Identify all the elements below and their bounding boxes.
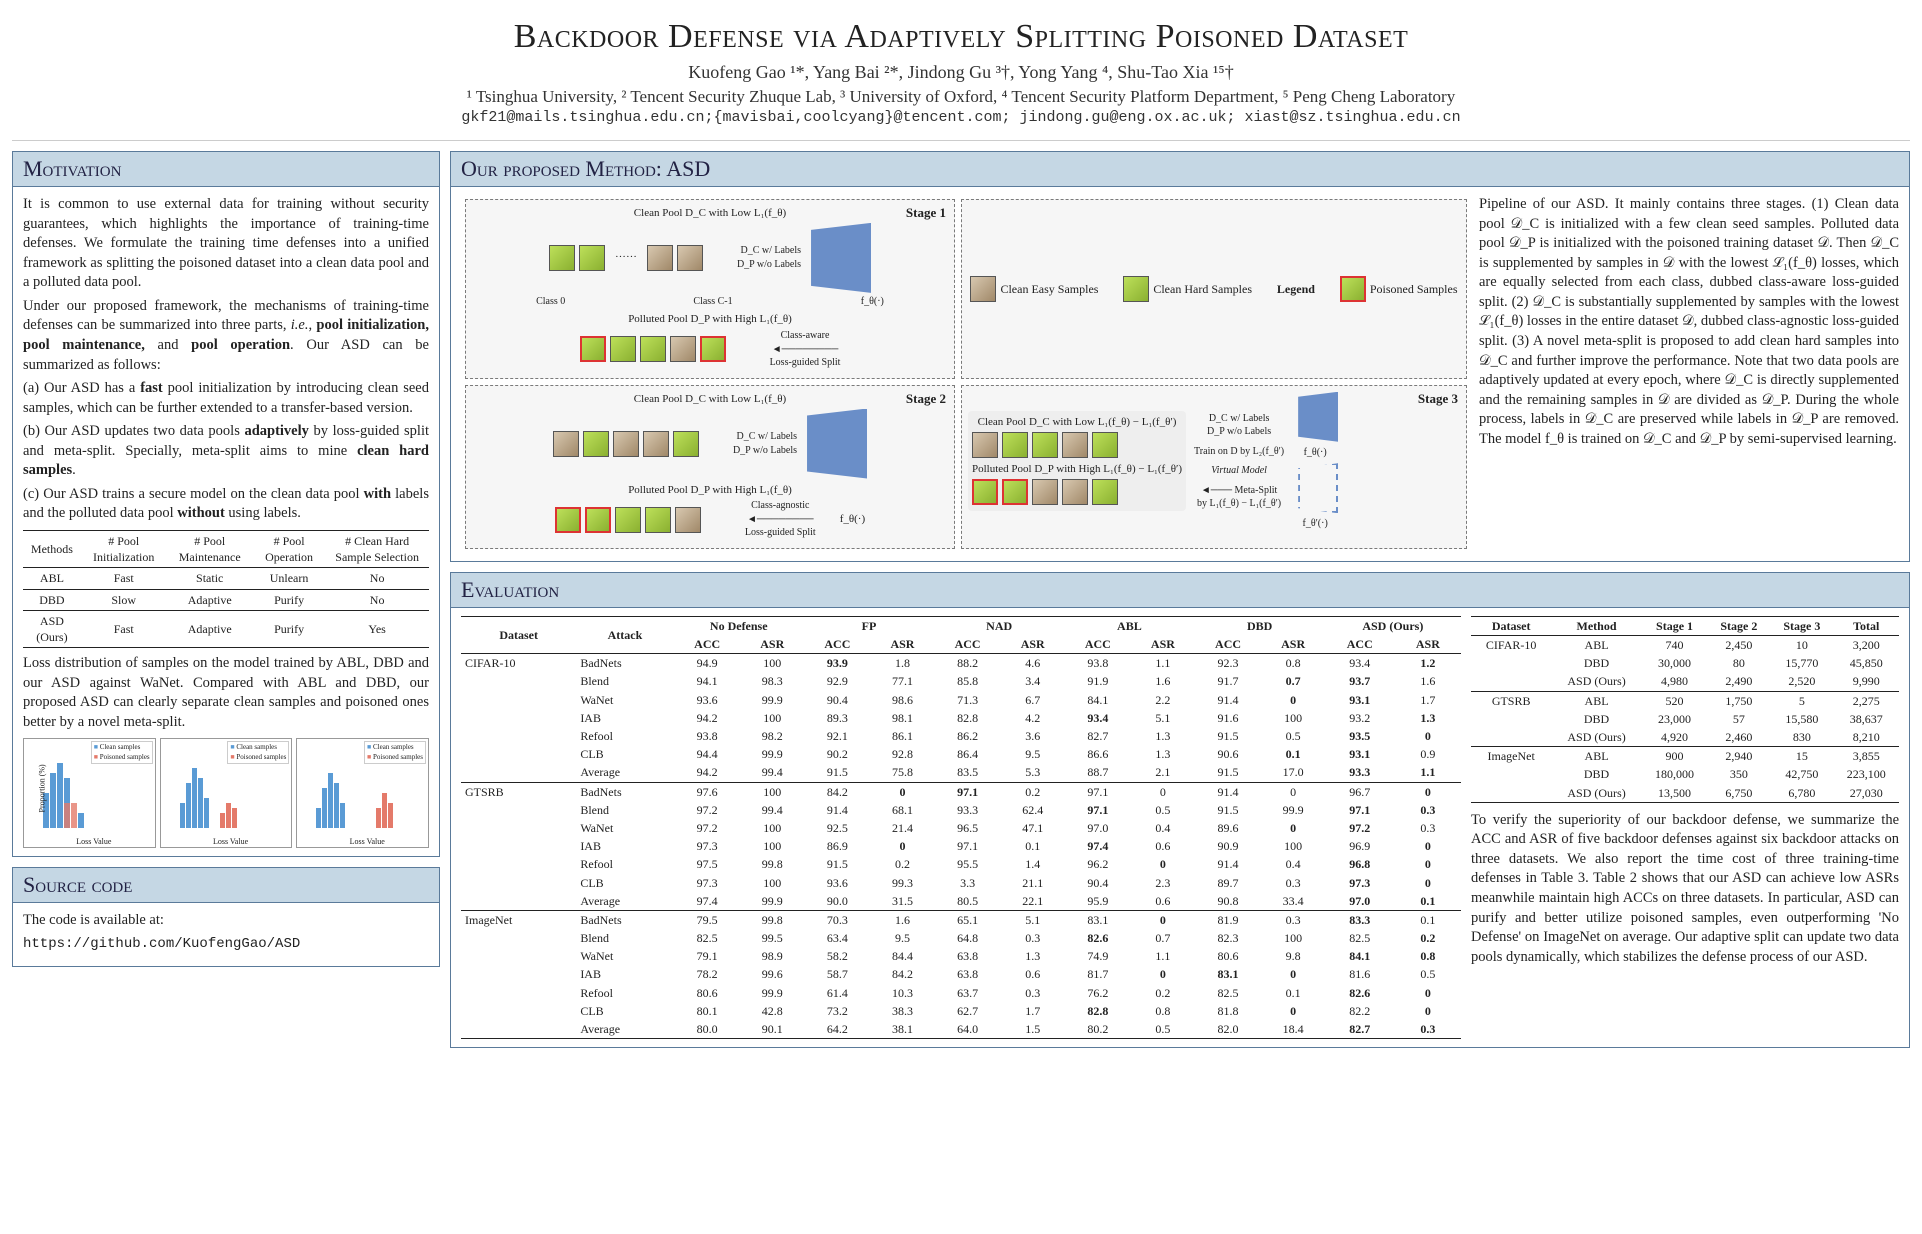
chart-dbd: ■ Clean samples■ Poisoned samples Loss V…	[160, 738, 293, 848]
motivation-pa: (a) Our ASD has a fast pool initializati…	[23, 379, 429, 418]
table-row: DBDSlowAdaptivePurifyNo	[23, 589, 429, 610]
loss-charts: ■ Clean samples■ Poisoned samples Loss V…	[23, 738, 429, 848]
network-icon	[811, 223, 871, 293]
table-row: IAB94.210089.398.182.84.293.45.191.61009…	[461, 709, 1461, 727]
table-row: ASD (Ours)13,5006,7506,78027,030	[1471, 784, 1899, 803]
table-row: ImageNetABL9002,940153,855	[1471, 747, 1899, 766]
method-title: Our proposed Method: ASD	[451, 152, 1909, 187]
stage3-box: Stage 3 Clean Pool D_C with Low L₁(f_θ) …	[961, 385, 1467, 549]
virtual-network-icon	[1298, 463, 1338, 513]
table-row: DBD23,0005715,58038,637	[1471, 710, 1899, 728]
table-row: ASD (Ours)4,9202,4608308,210	[1471, 728, 1899, 747]
motivation-caption: Loss distribution of samples on the mode…	[23, 654, 429, 732]
legend-panel: Clean Easy Samples Clean Hard Samples Le…	[961, 199, 1467, 379]
table-row: WaNet93.699.990.498.671.36.784.12.291.40…	[461, 691, 1461, 709]
table-row: IAB97.310086.9097.10.197.40.690.910096.9…	[461, 837, 1461, 855]
poster-title: Backdoor Defense via Adaptively Splittin…	[12, 18, 1910, 56]
methods-table: Methods # Pool Initialization # Pool Mai…	[23, 530, 429, 648]
poster-header: Backdoor Defense via Adaptively Splittin…	[12, 10, 1910, 141]
table-row: ImageNetBadNets79.599.870.31.665.15.183.…	[461, 910, 1461, 929]
table-row: ASD (Ours)FastAdaptivePurifyYes	[23, 610, 429, 647]
time-cost-table: DatasetMethodStage 1Stage 2Stage 3Total …	[1471, 616, 1899, 803]
table-row: CIFAR-10ABL7402,450103,200	[1471, 636, 1899, 655]
chart-abl: ■ Clean samples■ Poisoned samples Loss V…	[23, 738, 156, 848]
table-row: CLB94.499.990.292.886.49.586.61.390.60.1…	[461, 745, 1461, 763]
table-row: Average80.090.164.238.164.01.580.20.582.…	[461, 1020, 1461, 1039]
table-row: DBD30,0008015,77045,850	[1471, 654, 1899, 672]
table-row: Blend94.198.392.977.185.83.491.91.691.70…	[461, 672, 1461, 690]
motivation-p2: Under our proposed framework, the mechan…	[23, 297, 429, 375]
table-row: Average94.299.491.575.883.55.388.72.191.…	[461, 763, 1461, 782]
poster-authors: Kuofeng Gao ¹*, Yang Bai ²*, Jindong Gu …	[12, 62, 1910, 83]
table-row: Refool97.599.891.50.295.51.496.2091.40.4…	[461, 855, 1461, 873]
table-row: ABLFastStaticUnlearnNo	[23, 568, 429, 589]
table-row: GTSRBBadNets97.610084.2097.10.297.1091.4…	[461, 782, 1461, 801]
evaluation-panel: Evaluation Dataset Attack No Defense FP …	[450, 572, 1910, 1048]
source-label: The code is available at:	[23, 911, 429, 931]
method-description: Pipeline of our ASD. It mainly contains …	[1479, 195, 1899, 553]
method-diagram: Stage 1 Clean Pool D_C with Low L₁(f_θ) …	[461, 195, 1471, 553]
stage1-box: Stage 1 Clean Pool D_C with Low L₁(f_θ) …	[465, 199, 955, 379]
table-row: DBD180,00035042,750223,100	[1471, 765, 1899, 783]
motivation-body: It is common to use external data for tr…	[13, 187, 439, 856]
source-url[interactable]: https://github.com/KuofengGao/ASD	[23, 935, 429, 954]
method-panel: Our proposed Method: ASD Stage 1 Clean P…	[450, 151, 1910, 562]
main-results-table: Dataset Attack No Defense FP NAD ABL DBD…	[461, 616, 1461, 1039]
motivation-panel: Motivation It is common to use external …	[12, 151, 440, 857]
motivation-pb: (b) Our ASD updates two data pools adapt…	[23, 422, 429, 481]
table-row: Average97.499.990.031.580.522.195.90.690…	[461, 892, 1461, 911]
chart-asd: ■ Clean samples■ Poisoned samples Loss V…	[296, 738, 429, 848]
table-row: CLB80.142.873.238.362.71.782.80.881.8082…	[461, 1002, 1461, 1020]
table-row: Refool93.898.292.186.186.23.682.71.391.5…	[461, 727, 1461, 745]
motivation-title: Motivation	[13, 152, 439, 187]
table-row: IAB78.299.658.784.263.80.681.7083.1081.6…	[461, 965, 1461, 983]
poster-emails: gkf21@mails.tsinghua.edu.cn;{mavisbai,co…	[12, 109, 1910, 126]
poster-affiliations: ¹ Tsinghua University, ² Tencent Securit…	[12, 87, 1910, 107]
table-row: GTSRBABL5201,75052,275	[1471, 691, 1899, 710]
network-icon	[1298, 392, 1338, 442]
source-title: Source code	[13, 868, 439, 903]
table-row: CLB97.310093.699.33.321.190.42.389.70.39…	[461, 874, 1461, 892]
motivation-p1: It is common to use external data for tr…	[23, 195, 429, 293]
table-row: Refool80.699.961.410.363.70.376.20.282.5…	[461, 984, 1461, 1002]
table-row: CIFAR-10BadNets94.910093.91.888.24.693.8…	[461, 654, 1461, 673]
table-row: ASD (Ours)4,9802,4902,5209,990	[1471, 672, 1899, 691]
table-row: WaNet79.198.958.284.463.81.374.91.180.69…	[461, 947, 1461, 965]
table-row: WaNet97.210092.521.496.547.197.00.489.60…	[461, 819, 1461, 837]
evaluation-title: Evaluation	[451, 573, 1909, 608]
stage2-box: Stage 2 Clean Pool D_C with Low L₁(f_θ) …	[465, 385, 955, 549]
evaluation-description: To verify the superiority of our backdoo…	[1471, 811, 1899, 968]
table-row: Blend82.599.563.49.564.80.382.60.782.310…	[461, 929, 1461, 947]
motivation-pc: (c) Our ASD trains a secure model on the…	[23, 485, 429, 524]
network-icon	[807, 409, 867, 479]
table-row: Blend97.299.491.468.193.362.497.10.591.5…	[461, 801, 1461, 819]
source-panel: Source code The code is available at: ht…	[12, 867, 440, 966]
